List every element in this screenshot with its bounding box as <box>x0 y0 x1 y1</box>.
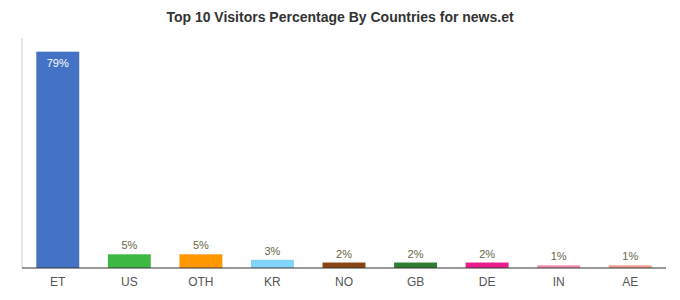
x-tick-label: GB <box>407 275 424 289</box>
bar <box>394 263 437 268</box>
x-axis-line <box>22 268 666 269</box>
bar <box>251 260 294 268</box>
x-tick-label: US <box>121 275 138 289</box>
data-label: 2% <box>336 248 352 260</box>
data-label: 2% <box>408 248 424 260</box>
x-tick-label: NO <box>335 275 353 289</box>
bar <box>179 254 222 268</box>
bar <box>36 52 79 268</box>
data-label: 1% <box>622 250 638 262</box>
data-label: 79% <box>47 57 69 69</box>
x-tick-label: IN <box>553 275 565 289</box>
x-tick-label: KR <box>264 275 281 289</box>
data-label: 1% <box>551 250 567 262</box>
x-tick-label: DE <box>479 275 496 289</box>
x-tick-label: OTH <box>188 275 213 289</box>
title: Top 10 Visitors Percentage By Countries … <box>166 9 514 25</box>
y-range-line <box>22 38 23 268</box>
x-tick-label: ET <box>50 275 66 289</box>
data-label: 3% <box>264 245 280 257</box>
chart: Top 10 Visitors Percentage By Countries … <box>0 0 680 300</box>
data-label: 5% <box>193 239 209 251</box>
bar <box>323 263 366 268</box>
data-label: 2% <box>479 248 495 260</box>
bars <box>36 52 651 268</box>
x-tick-label: AE <box>622 275 638 289</box>
chart-container: Top 10 Visitors Percentage By Countries … <box>0 0 680 300</box>
bar <box>108 254 151 268</box>
data-label: 5% <box>121 239 137 251</box>
bar <box>466 263 509 268</box>
